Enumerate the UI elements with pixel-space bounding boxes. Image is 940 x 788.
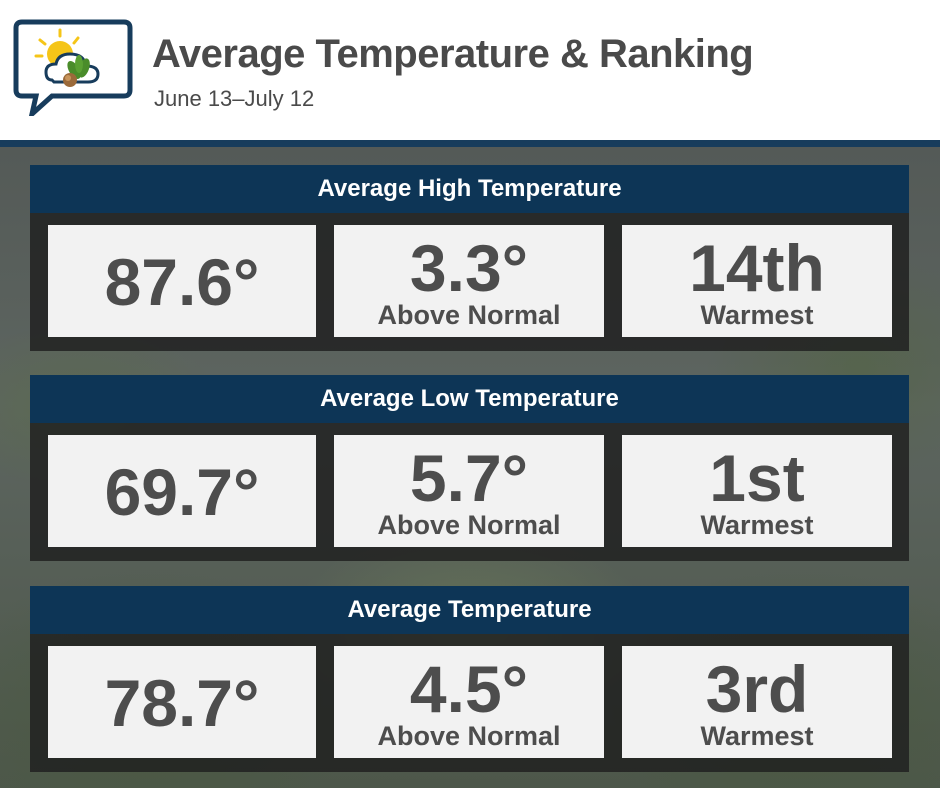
section-average-high: Average High Temperature 87.6° 3.3° Abov… <box>30 165 909 351</box>
value-card: 69.7° <box>48 435 316 547</box>
header: Average Temperature & Ranking June 13–Ju… <box>0 0 940 140</box>
average-value: 69.7° <box>104 455 260 529</box>
departure-value: 5.7° <box>409 441 529 515</box>
departure-label: Above Normal <box>377 721 561 751</box>
departure-card: 5.7° Above Normal <box>334 435 604 547</box>
weather-speech-bubble-icon <box>13 19 133 116</box>
average-value: 87.6° <box>104 245 260 319</box>
section-body: 87.6° 3.3° Above Normal 14th Warmest <box>30 213 909 351</box>
rank-label: Warmest <box>700 721 814 751</box>
average-value: 78.7° <box>104 666 260 740</box>
section-average-temperature: Average Temperature 78.7° 4.5° Above Nor… <box>30 586 909 772</box>
rank-value: 1st <box>709 441 805 515</box>
page-title: Average Temperature & Ranking <box>152 32 754 76</box>
rank-card: 1st Warmest <box>622 435 892 547</box>
section-body: 78.7° 4.5° Above Normal 3rd Warmest <box>30 634 909 772</box>
value-card: 78.7° <box>48 646 316 758</box>
rank-card: 14th Warmest <box>622 225 892 337</box>
rank-label: Warmest <box>700 510 814 540</box>
departure-card: 3.3° Above Normal <box>334 225 604 337</box>
departure-value: 3.3° <box>409 231 529 305</box>
section-title: Average Temperature <box>30 586 909 634</box>
section-title: Average High Temperature <box>30 165 909 213</box>
rank-value: 14th <box>689 231 825 305</box>
date-range: June 13–July 12 <box>154 86 315 111</box>
departure-value: 4.5° <box>409 652 529 726</box>
rank-card: 3rd Warmest <box>622 646 892 758</box>
value-card: 87.6° <box>48 225 316 337</box>
departure-label: Above Normal <box>377 300 561 330</box>
departure-card: 4.5° Above Normal <box>334 646 604 758</box>
rank-label: Warmest <box>700 300 814 330</box>
section-average-low: Average Low Temperature 69.7° 5.7° Above… <box>30 375 909 561</box>
rank-value: 3rd <box>705 652 809 726</box>
departure-label: Above Normal <box>377 510 561 540</box>
section-body: 69.7° 5.7° Above Normal 1st Warmest <box>30 423 909 561</box>
header-divider <box>0 140 940 147</box>
section-title: Average Low Temperature <box>30 375 909 423</box>
